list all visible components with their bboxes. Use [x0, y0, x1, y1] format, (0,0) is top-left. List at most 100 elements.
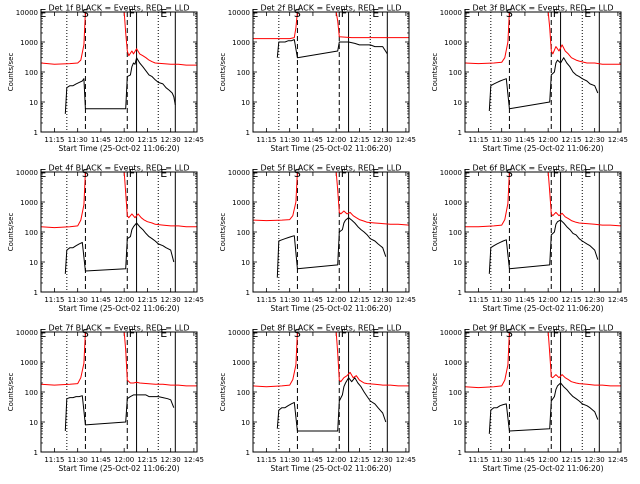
x-tick-label: 11:45 — [91, 296, 111, 304]
interval-marker-s: S — [294, 167, 301, 180]
y-tick-label: 10000 — [440, 169, 462, 177]
y-axis-label: Counts/sec — [219, 53, 227, 92]
panel-title: Det 7f BLACK = Events, RED = LLD — [48, 324, 189, 333]
x-tick-label: 12:30 — [373, 456, 393, 464]
x-tick-label: 11:15 — [44, 136, 64, 144]
interval-marker-f: F — [553, 167, 559, 180]
interval-marker-s: S — [82, 7, 89, 20]
x-axis-label: Start Time (25-Oct-02 11:06:20) — [482, 304, 603, 313]
series-lld — [253, 172, 409, 226]
y-tick-label: 1000 — [444, 199, 462, 207]
x-tick-label: 11:30 — [280, 456, 300, 464]
y-tick-label: 1000 — [232, 199, 250, 207]
y-tick-label: 1 — [34, 449, 38, 457]
plot-frame — [252, 171, 410, 293]
interval-marker-s: S — [506, 327, 513, 340]
x-tick-label: 12:30 — [585, 296, 605, 304]
plot-frame — [252, 11, 410, 133]
y-tick-label: 100 — [449, 69, 462, 77]
plot-frame — [40, 171, 198, 293]
x-tick-label: 12:00 — [326, 136, 346, 144]
x-tick-label: 12:30 — [161, 456, 181, 464]
y-tick-label: 10 — [453, 99, 462, 107]
x-tick-label: 12:45 — [396, 136, 416, 144]
x-tick-label: 12:00 — [114, 456, 134, 464]
plot-area — [253, 332, 409, 452]
y-tick-label: 10000 — [440, 329, 462, 337]
series-events — [64, 57, 176, 114]
interval-marker-s: S — [506, 167, 513, 180]
y-tick-label: 1 — [246, 449, 250, 457]
series-events — [488, 57, 599, 112]
interval-marker-s: S — [82, 327, 89, 340]
interval-marker-e2: E — [584, 327, 591, 340]
x-axis-label: Start Time (25-Oct-02 11:06:20) — [58, 464, 179, 473]
y-tick-label: 100 — [25, 229, 38, 237]
plot-frame — [464, 331, 622, 453]
y-tick-label: 100 — [237, 389, 250, 397]
interval-marker-f: F — [129, 327, 135, 340]
x-tick-label: 12:00 — [538, 296, 558, 304]
panel-title: Det 9f BLACK = Events, RED = LLD — [472, 324, 613, 333]
x-axis-label: Start Time (25-Oct-02 11:06:20) — [270, 144, 391, 153]
x-axis-label: Start Time (25-Oct-02 11:06:20) — [270, 464, 391, 473]
plot-area — [465, 172, 621, 292]
series-lld — [465, 12, 621, 65]
series-lld — [41, 12, 197, 66]
x-tick-label: 12:45 — [608, 456, 628, 464]
x-tick-label: 12:30 — [373, 296, 393, 304]
y-axis-label: Counts/sec — [431, 373, 439, 412]
x-tick-label: 12:45 — [396, 456, 416, 464]
x-tick-label: 11:30 — [492, 296, 512, 304]
plot-area — [465, 332, 621, 452]
y-tick-label: 100 — [25, 69, 38, 77]
x-tick-label: 11:15 — [44, 296, 64, 304]
x-tick-label: 12:45 — [184, 296, 204, 304]
x-tick-label: 12:30 — [373, 136, 393, 144]
x-tick-label: 11:30 — [492, 136, 512, 144]
y-axis-label: Counts/sec — [431, 213, 439, 252]
plot-area — [253, 12, 409, 132]
x-tick-label: 12:45 — [396, 296, 416, 304]
interval-marker-f: F — [341, 7, 347, 20]
interval-marker-e2: E — [160, 167, 167, 180]
interval-marker-e2: E — [372, 7, 379, 20]
x-tick-label: 11:30 — [68, 136, 88, 144]
y-axis-label: Counts/sec — [7, 213, 15, 252]
panel-title: Det 2f BLACK = Events, RED = LLD — [260, 4, 401, 13]
y-tick-label: 10 — [241, 99, 250, 107]
x-tick-label: 12:15 — [137, 296, 157, 304]
interval-marker-s: S — [82, 167, 89, 180]
y-tick-label: 10 — [29, 419, 38, 427]
series-lld — [41, 172, 197, 229]
y-tick-label: 10000 — [16, 9, 38, 17]
interval-marker-e2: E — [372, 327, 379, 340]
panel-det-6: 1 10 100 1000 10000 11:15 11:30 11:45 12:00 12:15… — [431, 164, 628, 314]
interval-marker-f: F — [129, 7, 135, 20]
x-tick-label: 11:45 — [91, 136, 111, 144]
x-tick-label: 12:15 — [561, 296, 581, 304]
y-tick-label: 10000 — [228, 9, 250, 17]
y-tick-label: 100 — [237, 69, 250, 77]
x-tick-label: 12:45 — [608, 136, 628, 144]
x-tick-label: 12:45 — [184, 456, 204, 464]
x-tick-label: 12:30 — [585, 136, 605, 144]
y-tick-label: 1 — [246, 129, 250, 137]
y-tick-label: 10000 — [440, 9, 462, 17]
series-lld — [41, 332, 197, 387]
interval-marker-s: S — [294, 7, 301, 20]
y-tick-label: 10000 — [228, 169, 250, 177]
x-tick-label: 12:45 — [608, 296, 628, 304]
x-tick-label: 12:15 — [137, 136, 157, 144]
series-events — [64, 222, 175, 274]
panel-title: Det 4f BLACK = Events, RED = LLD — [48, 164, 189, 173]
x-tick-label: 12:00 — [114, 136, 134, 144]
y-tick-label: 10000 — [228, 329, 250, 337]
panel-title: Det 5f BLACK = Events, RED = LLD — [260, 164, 401, 173]
x-tick-label: 12:30 — [161, 136, 181, 144]
panel-det-8: 1 10 100 1000 10000 11:15 11:30 11:45 12:00 12:15… — [219, 324, 416, 474]
x-axis-label: Start Time (25-Oct-02 11:06:20) — [58, 144, 179, 153]
y-tick-label: 10 — [241, 259, 250, 267]
panel-det-7: 1 10 100 1000 10000 11:15 11:30 11:45 12:00 12:15… — [7, 324, 204, 474]
y-tick-label: 100 — [237, 229, 250, 237]
